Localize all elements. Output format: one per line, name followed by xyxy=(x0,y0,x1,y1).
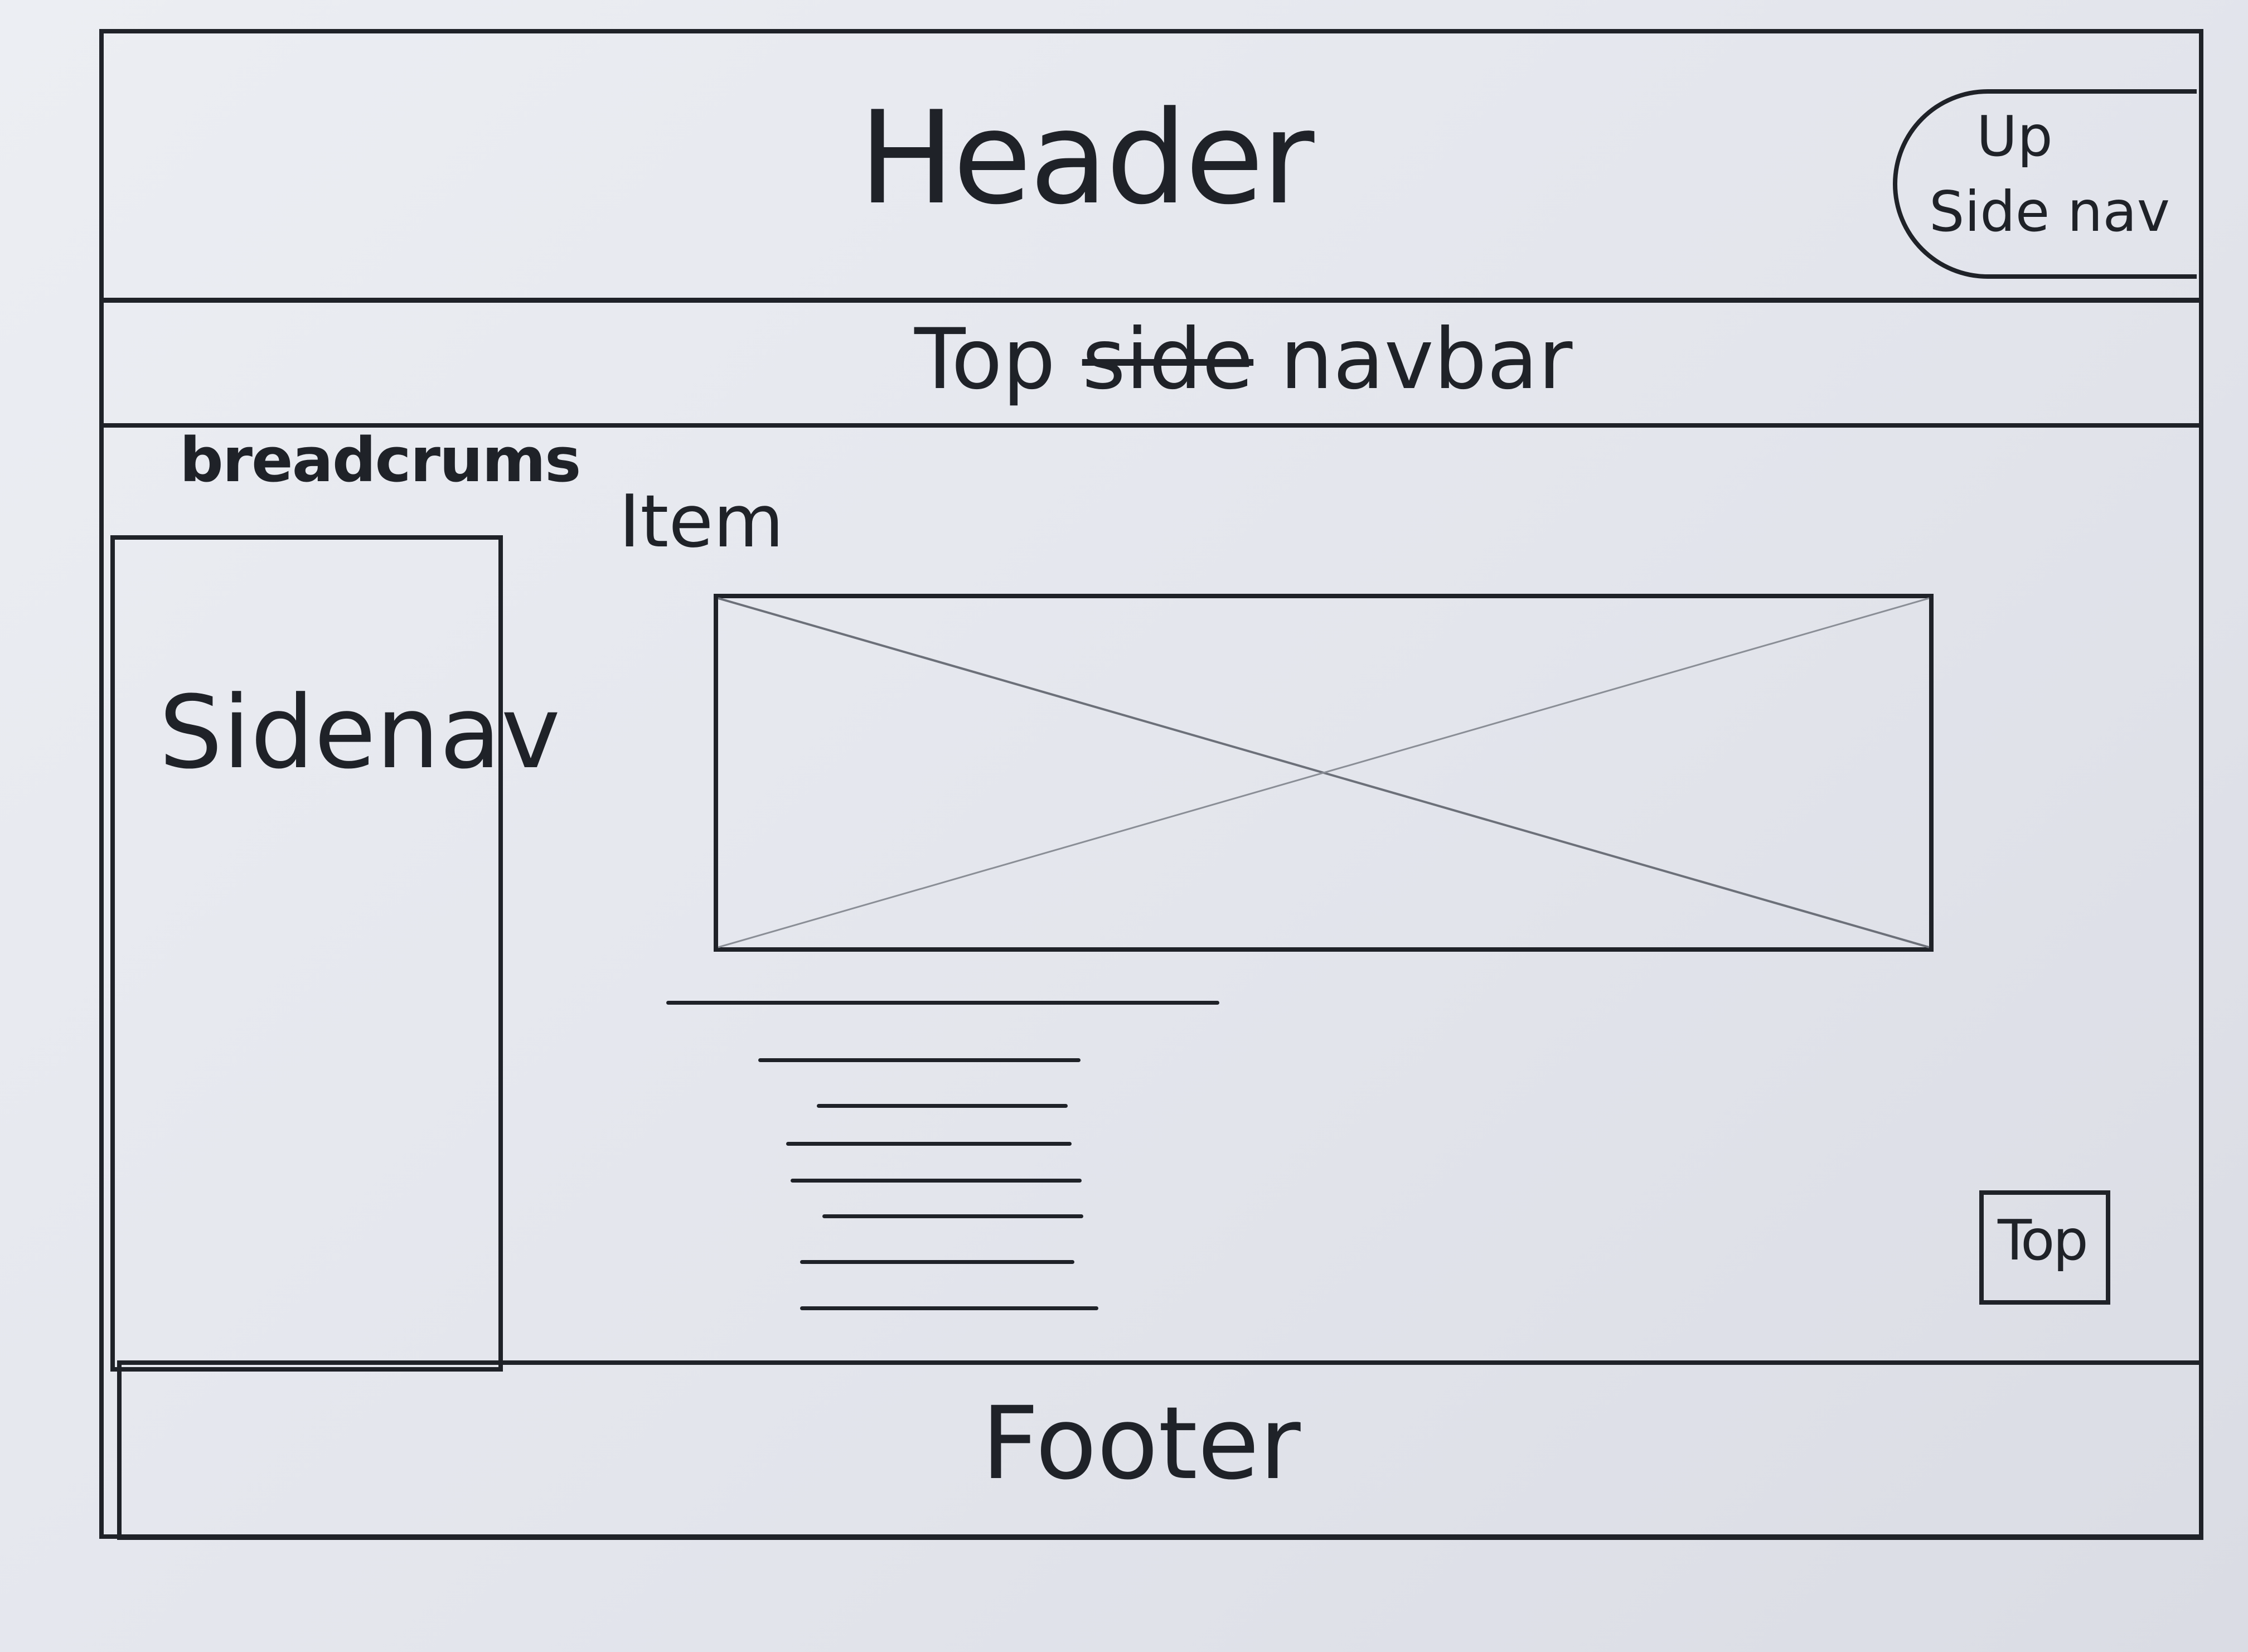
breadcrumb[interactable]: breadcrums xyxy=(180,424,581,496)
sidenav[interactable] xyxy=(110,535,503,1372)
sidenav-label: Sidenav xyxy=(159,675,561,791)
item-subtitle-line xyxy=(666,1001,1219,1005)
top-navbar-label-start: Top xyxy=(914,311,1056,408)
footer-label: Footer xyxy=(981,1385,1301,1502)
text-line xyxy=(800,1260,1074,1264)
up-side-nav-button[interactable] xyxy=(1893,89,2197,279)
text-line xyxy=(817,1104,1068,1108)
text-line xyxy=(791,1179,1082,1183)
image-placeholder-diagonal-b xyxy=(718,597,1930,948)
text-line xyxy=(758,1058,1081,1062)
text-line xyxy=(822,1214,1083,1218)
top-navbar-label-end: navbar xyxy=(1280,311,1573,408)
up-side-nav-label-line1: Up xyxy=(1976,104,2053,169)
text-line xyxy=(786,1142,1072,1146)
header-title: Header xyxy=(859,84,1314,233)
up-side-nav-label-line2: Side nav xyxy=(1929,179,2170,244)
top-navbar-struck-word: side xyxy=(1082,311,1254,408)
image-placeholder-icon xyxy=(714,594,1934,952)
page-frame xyxy=(99,29,2203,1539)
back-to-top-label: Top xyxy=(1998,1208,2089,1273)
text-line xyxy=(800,1306,1098,1310)
image-placeholder-frame xyxy=(714,594,1934,952)
item-title: Item xyxy=(619,479,784,564)
back-to-top-button[interactable] xyxy=(1979,1190,2110,1305)
top-navbar-label: Top side navbar xyxy=(914,318,1572,401)
